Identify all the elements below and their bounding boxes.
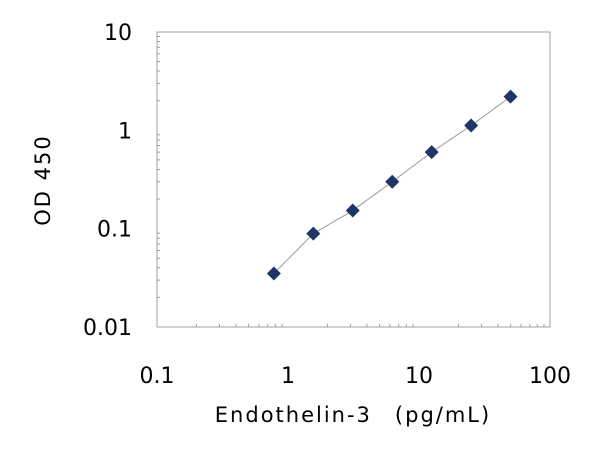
data-point [503, 89, 518, 104]
y-axis-tick-labels: 0.01 0.1 1 10 [83, 21, 132, 341]
y-tick-label: 10 [104, 21, 132, 46]
data-points [266, 89, 518, 281]
data-point [345, 203, 360, 218]
y-axis-title: OD 450 [31, 134, 55, 225]
x-tick-label: 1 [281, 364, 295, 389]
y-tick-label: 0.01 [83, 316, 132, 341]
data-point [385, 174, 400, 189]
data-point [306, 226, 321, 241]
x-axis-tick-labels: 0.1 1 10 100 [140, 364, 572, 389]
y-tick-label: 1 [118, 119, 132, 144]
data-point [266, 266, 281, 281]
data-point [424, 145, 439, 160]
x-tick-label: 10 [405, 364, 433, 389]
x-axis-title: Endothelin-3 (pg/mL) [215, 403, 491, 427]
data-point [464, 118, 479, 133]
y-tick-label: 0.1 [97, 218, 132, 243]
plot-area [156, 31, 551, 328]
minor-ticks [157, 35, 545, 327]
x-tick-label: 0.1 [140, 364, 175, 389]
x-tick-label: 100 [529, 364, 571, 389]
